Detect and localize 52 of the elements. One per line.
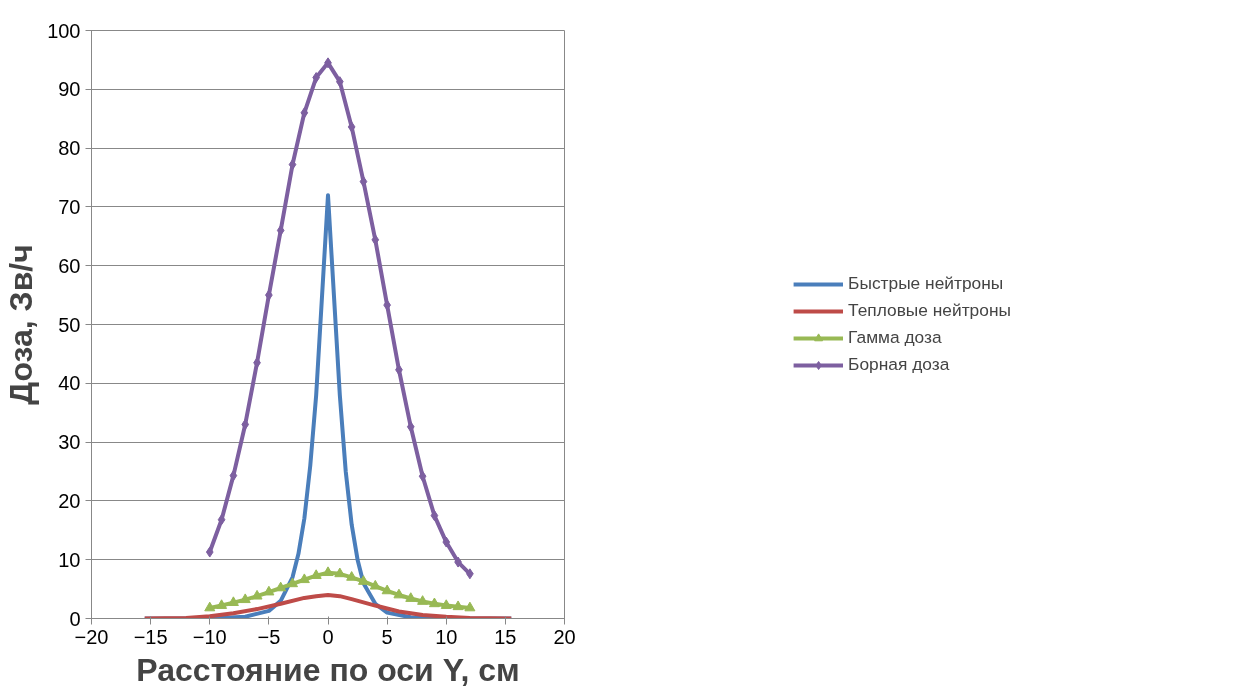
point [464, 601, 476, 612]
point [334, 567, 346, 578]
y-axis-title: Доза, Зв/ч [3, 244, 40, 405]
x-tick-label: 20 [553, 625, 576, 648]
point [371, 234, 380, 246]
point [287, 577, 299, 588]
x-tick-label: 15 [494, 625, 517, 648]
point [417, 595, 429, 605]
point [241, 418, 250, 430]
point [405, 592, 417, 602]
legend-label: Тепловые нейтроны [848, 300, 1011, 321]
x-tick-label: −15 [133, 625, 168, 648]
point [381, 584, 393, 595]
y-tick-label: 90 [58, 78, 81, 101]
point [428, 597, 440, 608]
point [239, 593, 251, 604]
y-tick-label: 60 [58, 254, 81, 277]
x-tick-label: −10 [192, 625, 227, 648]
point [430, 510, 439, 522]
x-tick-label: −5 [257, 625, 281, 648]
point [442, 536, 451, 548]
point [452, 600, 464, 611]
y-tick-label: 20 [58, 489, 81, 512]
point [440, 599, 452, 609]
x-tick-label: 5 [381, 625, 393, 648]
y-tick-label: 30 [58, 431, 81, 454]
x-axis-title: Расстояние по оси Y, см [136, 651, 520, 688]
point [347, 121, 356, 133]
x-tick-label: 0 [322, 625, 334, 648]
y-tick-label: 40 [58, 372, 81, 395]
y-tick-label: 10 [58, 548, 81, 571]
x-tick-label: 10 [435, 625, 458, 648]
point [227, 596, 239, 607]
point [251, 589, 263, 600]
legend-label: Быстрые нейтроны [848, 273, 1004, 294]
point [393, 588, 405, 599]
line-series [142, 592, 514, 619]
point [312, 72, 321, 84]
point [418, 470, 427, 482]
y-tick-label: 70 [58, 195, 81, 218]
legend-label: Борная доза [848, 354, 950, 375]
point [217, 514, 226, 526]
point [216, 599, 228, 609]
legend-label: Гамма доза [848, 327, 942, 348]
point [205, 546, 214, 558]
point [263, 585, 275, 596]
y-tick-label: 80 [58, 137, 81, 160]
point [322, 566, 334, 577]
y-tick-label: 100 [47, 19, 81, 42]
point [275, 581, 287, 592]
point [204, 601, 216, 612]
y-tick-label: 50 [58, 313, 81, 336]
